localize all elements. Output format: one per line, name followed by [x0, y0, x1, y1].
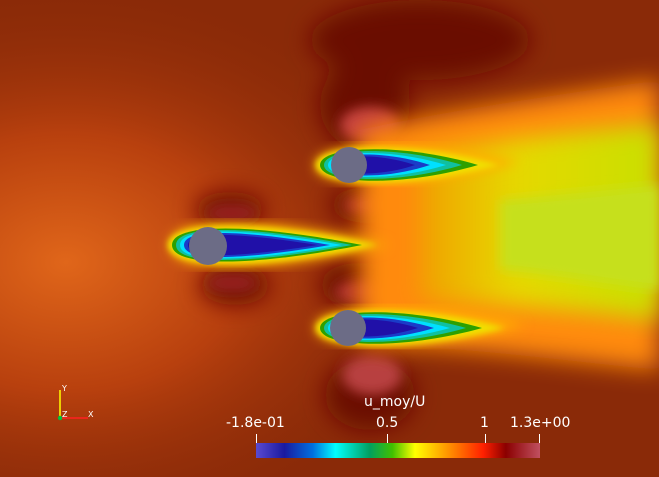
colorbar-tick-max	[539, 434, 540, 443]
cylinder-bottom	[330, 310, 366, 346]
orientation-axes: Y X Z	[50, 382, 100, 427]
cylinder-left	[189, 227, 227, 265]
z-axis-dot	[57, 415, 63, 421]
colorbar-tick-min	[256, 434, 257, 443]
colorbar-label-max: 1.3e+00	[510, 415, 571, 431]
x-axis-label: X	[88, 410, 94, 419]
colorbar-gradient	[256, 443, 540, 458]
cylinder-top	[331, 147, 367, 183]
colorbar-label-mid: 0.5	[376, 415, 399, 431]
colorbar-tick-mid	[387, 434, 388, 443]
z-axis-label: Z	[62, 410, 68, 419]
colorbar-label-min: -1.8e-01	[226, 415, 285, 431]
colorbar-title: u_moy/U	[364, 394, 426, 410]
colorbar-tick-one	[485, 434, 486, 443]
y-axis-label: Y	[62, 384, 67, 393]
colorbar-label-one: 1	[480, 415, 489, 431]
